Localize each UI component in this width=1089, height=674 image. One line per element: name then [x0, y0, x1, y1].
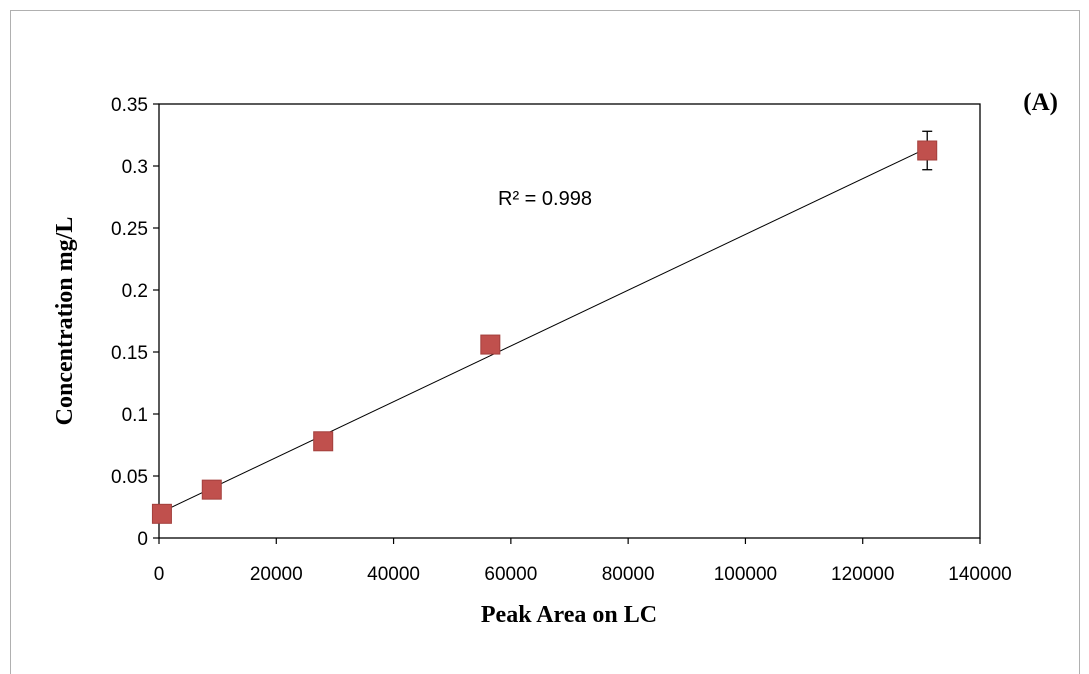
x-tick-label: 60000 [484, 564, 537, 585]
x-tick-label: 80000 [602, 564, 655, 585]
y-tick-label: 0.25 [111, 219, 148, 240]
y-tick-label: 0.05 [111, 467, 148, 488]
plot-area: 0 0.05 0.1 0.15 0.2 0.25 0.3 0.35 0 20000 40000 600… [111, 95, 1012, 585]
data-point [151, 503, 172, 524]
panel-label: (A) [1023, 89, 1058, 116]
y-axis-title: Concentration mg/L [52, 217, 78, 426]
r-squared-annotation: R² = 0.998 [498, 188, 592, 210]
data-point [917, 140, 938, 161]
y-tick-label: 0.35 [111, 95, 148, 116]
x-tick-label: 20000 [250, 564, 303, 585]
data-point [313, 431, 334, 452]
y-tick-label: 0.15 [111, 343, 148, 364]
y-tick-label: 0 [137, 529, 148, 550]
data-point [480, 334, 501, 355]
trendline [158, 147, 928, 514]
y-tick-label: 0.3 [122, 157, 148, 178]
x-axis-title: Peak Area on LC [481, 602, 657, 628]
x-tick-label: 140000 [948, 564, 1011, 585]
x-tick-label: 40000 [367, 564, 420, 585]
chart-frame [10, 10, 1080, 674]
y-tick-label: 0.2 [122, 281, 148, 302]
x-tick-label: 120000 [831, 564, 894, 585]
x-tick-label: 100000 [714, 564, 777, 585]
y-tick-label: 0.1 [122, 405, 148, 426]
plot-border [158, 103, 981, 539]
data-point [201, 479, 222, 500]
x-tick-label: 0 [154, 564, 165, 585]
